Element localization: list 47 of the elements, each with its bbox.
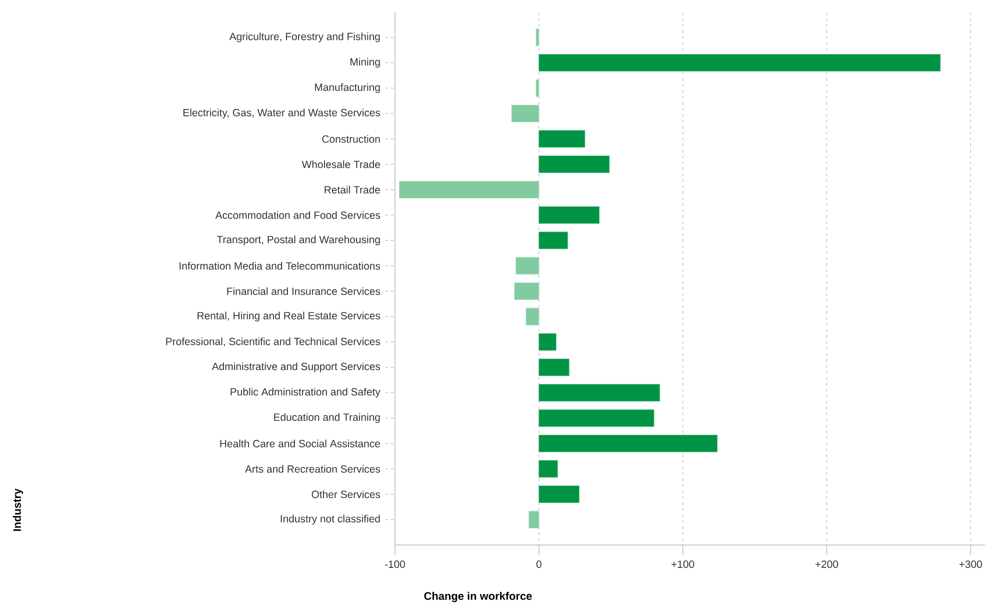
bar [538, 434, 718, 452]
y-tick-label: Administrative and Support Services [212, 362, 380, 372]
bar [516, 257, 540, 275]
x-axis-title: Change in workforce [424, 592, 532, 602]
bar [538, 409, 654, 427]
bar [536, 79, 540, 97]
y-tick-label: Construction [322, 135, 380, 143]
y-tick-label: Retail Trade [324, 186, 380, 194]
bar [538, 156, 610, 173]
bar [514, 282, 540, 300]
bar [538, 486, 580, 503]
bar [538, 130, 586, 148]
bar [538, 54, 941, 72]
bar [538, 333, 556, 351]
x-tick-label: +200 [815, 560, 838, 568]
y-tick-label: Other Services [312, 490, 380, 498]
y-tick-label: Electricity, Gas, Water and Waste Services [183, 108, 380, 118]
bar [399, 180, 540, 198]
y-tick-label: Public Administration and Safety [230, 388, 380, 398]
bar [538, 358, 570, 376]
y-tick-label: Information Media and Telecommunications [180, 262, 380, 270]
bar [528, 510, 540, 528]
y-tick-label: Agriculture, Forestry and Fishing [229, 32, 380, 42]
y-tick-label: Health Care and Social Assistance [220, 440, 380, 448]
bar [538, 232, 568, 250]
x-tick-label: 0 [536, 560, 542, 568]
y-tick-label: Education and Training [274, 413, 380, 423]
bar [538, 460, 558, 478]
x-tick-label: +100 [672, 560, 694, 568]
bar [511, 104, 540, 122]
y-tick-label: Professional, Scientific and Technical Services [166, 338, 380, 346]
y-tick-label: Accommodation and Food Services [215, 211, 380, 219]
bar [536, 28, 540, 46]
y-tick-label: Financial and Insurance Services [227, 287, 380, 296]
x-tick-label: +300 [959, 560, 982, 568]
y-tick-label: Wholesale Trade [302, 160, 380, 168]
y-tick-label: Arts and Recreation Services [245, 465, 380, 473]
y-tick-label: Manufacturing [315, 83, 380, 94]
y-tick-label: Industry not classified [280, 514, 380, 525]
bar [538, 384, 660, 402]
bar [538, 206, 600, 224]
bar [526, 308, 540, 326]
y-tick-label: Rental, Hiring and Real Estate Services [198, 312, 380, 322]
y-tick-label: Transport, Postal and Warehousing [216, 236, 380, 246]
text: Industry [12, 488, 24, 531]
x-tick-label: -100 [384, 560, 406, 568]
y-tick-label: Mining [350, 58, 380, 68]
